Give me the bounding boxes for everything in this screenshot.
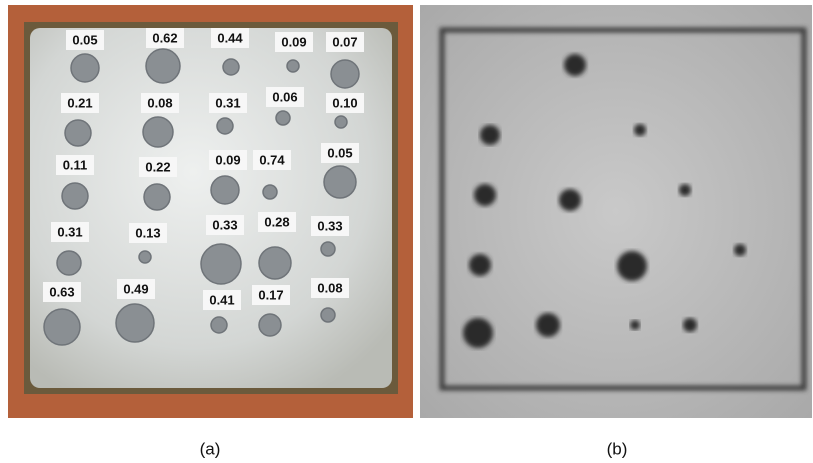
label-box (326, 32, 364, 52)
thermal-spot (559, 189, 581, 211)
spot-label: 0.06 (272, 89, 297, 104)
thermal-spot (617, 251, 647, 281)
spot-label: 0.21 (67, 95, 92, 110)
label-box (129, 223, 167, 243)
spot (200, 243, 242, 285)
thermal-spot (469, 254, 491, 276)
label-box (275, 32, 313, 52)
spot (56, 250, 82, 276)
thermal-spot (463, 318, 493, 348)
spot-label: 0.28 (264, 214, 289, 229)
spot-label: 0.08 (147, 95, 172, 110)
spot (323, 165, 357, 199)
spot (275, 110, 291, 126)
label-box (209, 93, 247, 113)
spot-label: 0.05 (72, 32, 97, 47)
spot-label: 0.74 (259, 152, 285, 167)
caption: (b) (607, 439, 628, 458)
spot-label: 0.11 (63, 157, 88, 172)
spot-label: 0.08 (317, 280, 342, 295)
label-box (206, 215, 244, 235)
thermal-spot (480, 125, 500, 145)
label-box (203, 290, 241, 310)
spot (145, 48, 181, 84)
plate-outline (439, 27, 807, 391)
spot-label: 0.44 (217, 30, 243, 45)
label-box (311, 278, 349, 298)
spot-label: 0.33 (212, 217, 237, 232)
thermal-spot (564, 54, 586, 76)
label-box (321, 143, 359, 163)
spot (334, 115, 348, 129)
label-box (56, 155, 94, 175)
spot-label: 0.17 (258, 287, 283, 302)
spot-label: 0.49 (123, 281, 148, 296)
spot (222, 58, 240, 76)
label-box (43, 282, 81, 302)
label-box (252, 285, 290, 305)
spot (64, 119, 92, 147)
label-box (51, 222, 89, 242)
spot-label: 0.07 (332, 34, 357, 49)
spot (210, 175, 240, 205)
caption: (a) (200, 439, 221, 458)
spot-label: 0.09 (215, 152, 240, 167)
thermal-spot (679, 184, 691, 196)
thermal-spot (536, 313, 560, 337)
spot (143, 183, 171, 211)
thermal-spot (630, 320, 640, 330)
spot (115, 303, 155, 343)
spot (70, 53, 100, 83)
thermal-spot (634, 124, 646, 136)
label-box (311, 216, 349, 236)
spot (138, 250, 152, 264)
thermal-spot (683, 318, 697, 332)
spot (286, 59, 300, 73)
spot (142, 116, 174, 148)
label-box (61, 93, 99, 113)
spot-label: 0.22 (145, 159, 170, 174)
label-box (117, 279, 155, 299)
spot (320, 241, 336, 257)
spot (320, 307, 336, 323)
spot (210, 316, 228, 334)
label-box (253, 150, 291, 170)
thermal-image (420, 5, 812, 418)
spot (258, 313, 282, 337)
label-box (211, 28, 249, 48)
spot (61, 182, 89, 210)
spot-label: 0.62 (152, 30, 177, 45)
spot-label: 0.33 (317, 218, 342, 233)
spot-label: 0.31 (215, 95, 240, 110)
label-box (139, 157, 177, 177)
spot-label: 0.41 (209, 292, 234, 307)
spot (216, 117, 234, 135)
photo-b (420, 5, 812, 418)
label-box (266, 87, 304, 107)
label-box (146, 28, 184, 48)
spot (258, 246, 292, 280)
spot-label: 0.05 (327, 145, 352, 160)
spot-label: 0.10 (332, 95, 357, 110)
photo-a: 0.05 0.62 0.44 0.09 0.07 0.21 0.08 0.31 0.06 0.10… (8, 5, 413, 418)
label-box (326, 93, 364, 113)
spot-label: 0.09 (281, 34, 306, 49)
thermal-spot (474, 184, 496, 206)
spot (262, 184, 278, 200)
spot-label: 0.63 (49, 284, 74, 299)
spot-label: 0.13 (135, 225, 160, 240)
label-box (209, 150, 247, 170)
label-box (141, 93, 179, 113)
thermal-spot (734, 244, 746, 256)
spot-label: 0.31 (57, 224, 82, 239)
spot (43, 308, 81, 346)
label-box (66, 30, 104, 50)
spot (330, 59, 360, 89)
label-box (258, 212, 296, 232)
